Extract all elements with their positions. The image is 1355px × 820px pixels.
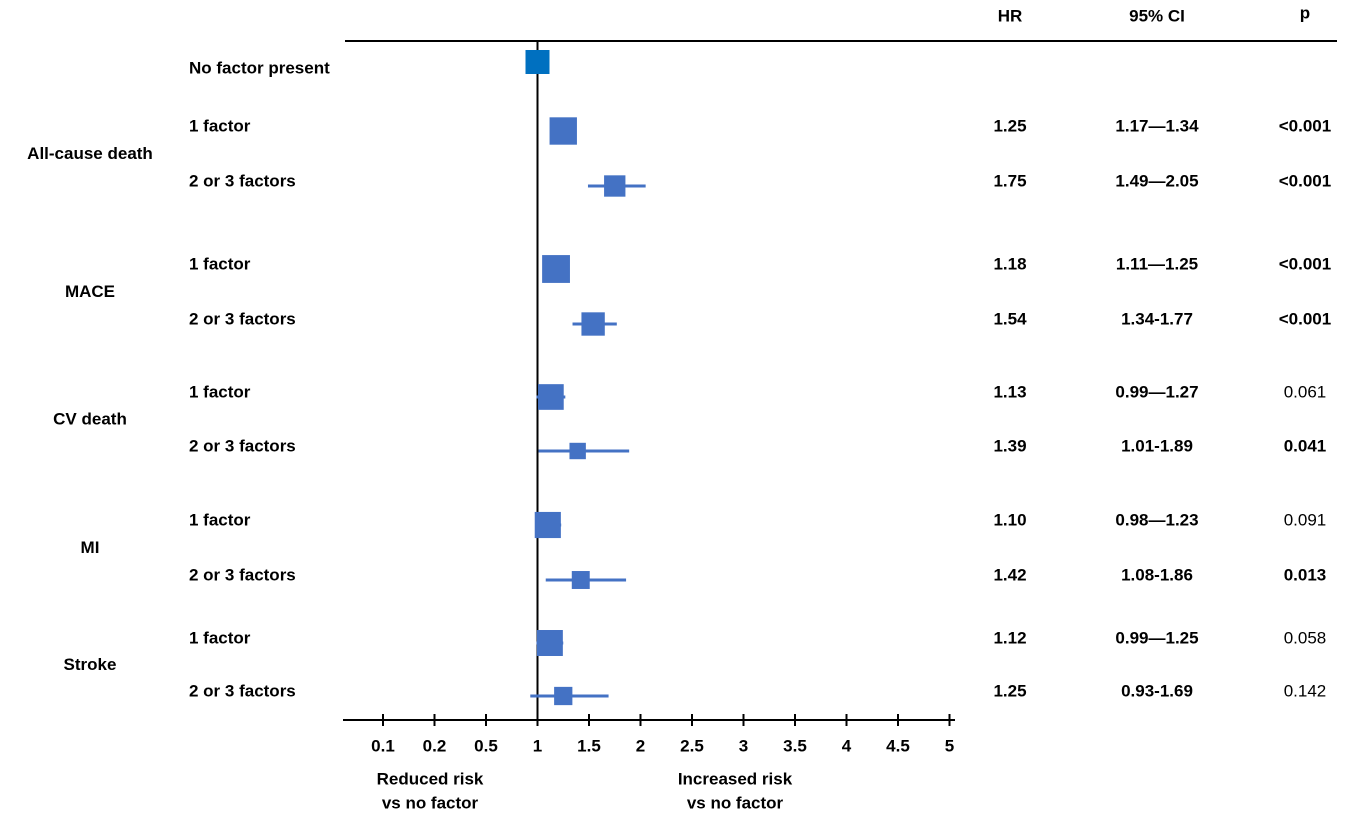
group-label: MI <box>81 538 100 557</box>
p-value: 0.061 <box>1284 382 1327 401</box>
hr-value: 1.10 <box>993 510 1026 529</box>
hr-marker <box>581 312 605 336</box>
p-value: 0.013 <box>1284 565 1327 584</box>
row-label: 2 or 3 factors <box>189 436 296 455</box>
hr-value: 1.12 <box>993 628 1026 647</box>
x-tick-label: 1 <box>533 736 542 755</box>
row-label: 1 factor <box>189 382 251 401</box>
x-tick-label: 4.5 <box>886 736 910 755</box>
x-tick-label: 0.1 <box>371 736 395 755</box>
ci-header: 95% CI <box>1129 6 1185 25</box>
hr-marker <box>542 255 570 283</box>
reference-marker <box>525 50 550 74</box>
p-value: <0.001 <box>1279 309 1331 328</box>
hr-value: 1.75 <box>993 171 1026 190</box>
ci-value: 0.99—1.27 <box>1115 382 1198 401</box>
x-tick-label: 5 <box>945 736 954 755</box>
x-tick-label: 4 <box>842 736 852 755</box>
row-label: 1 factor <box>189 628 251 647</box>
axis-annotation: Increased risk <box>678 769 793 788</box>
ci-value: 1.11—1.25 <box>1116 254 1198 273</box>
x-tick-label: 1.5 <box>577 736 601 755</box>
ci-value: 0.99—1.25 <box>1115 628 1198 647</box>
x-tick-label: 3.5 <box>783 736 807 755</box>
hr-marker <box>538 384 564 410</box>
x-tick-label: 2.5 <box>680 736 704 755</box>
ci-value: 0.93-1.69 <box>1121 681 1193 700</box>
ci-value: 0.98—1.23 <box>1115 510 1198 529</box>
group-label: MACE <box>65 282 115 301</box>
p-value: <0.001 <box>1279 171 1331 190</box>
hr-marker <box>554 686 573 706</box>
hr-header: HR <box>998 6 1023 25</box>
row-label: 1 factor <box>189 510 251 529</box>
axis-annotation: vs no factor <box>687 793 784 812</box>
x-tick-label: 0.2 <box>423 736 447 755</box>
row-label: 2 or 3 factors <box>189 681 296 700</box>
hr-value: 1.13 <box>993 382 1026 401</box>
x-tick-label: 3 <box>739 736 748 755</box>
hr-marker <box>569 442 586 460</box>
hr-value: 1.25 <box>993 681 1026 700</box>
row-label: 1 factor <box>189 254 251 273</box>
x-tick-label: 0.5 <box>474 736 498 755</box>
ci-value: 1.49—2.05 <box>1115 171 1198 190</box>
p-value: 0.041 <box>1284 436 1327 455</box>
group-label: Stroke <box>64 655 117 674</box>
p-value: 0.142 <box>1284 681 1327 700</box>
hr-value: 1.42 <box>993 565 1026 584</box>
hr-value: 1.54 <box>993 309 1027 328</box>
hr-value: 1.18 <box>993 254 1026 273</box>
hr-marker <box>549 117 577 145</box>
ci-value: 1.08-1.86 <box>1121 565 1193 584</box>
hr-marker <box>571 571 590 589</box>
group-label: CV death <box>53 409 127 428</box>
row-label: 2 or 3 factors <box>189 171 296 190</box>
hr-value: 1.25 <box>993 116 1026 135</box>
row-label: 2 or 3 factors <box>189 565 296 584</box>
ci-value: 1.01-1.89 <box>1121 436 1193 455</box>
x-tick-label: 2 <box>636 736 645 755</box>
row-label: 2 or 3 factors <box>189 309 296 328</box>
p-value: 0.091 <box>1284 510 1327 529</box>
group-label: All-cause death <box>27 144 153 163</box>
ci-value: 1.17—1.34 <box>1115 116 1199 135</box>
axis-annotation: Reduced risk <box>377 769 484 788</box>
reference-label: No factor present <box>189 58 330 77</box>
axis-annotation: vs no factor <box>382 793 479 812</box>
ci-value: 1.34-1.77 <box>1121 309 1193 328</box>
p-value: <0.001 <box>1279 254 1331 273</box>
hr-value: 1.39 <box>993 436 1026 455</box>
hr-marker <box>534 511 561 539</box>
p-value: 0.058 <box>1284 628 1327 647</box>
p-value: <0.001 <box>1279 116 1331 135</box>
p-header: p <box>1300 3 1310 22</box>
hr-marker <box>536 630 563 656</box>
hr-marker <box>604 175 626 197</box>
row-label: 1 factor <box>189 116 251 135</box>
